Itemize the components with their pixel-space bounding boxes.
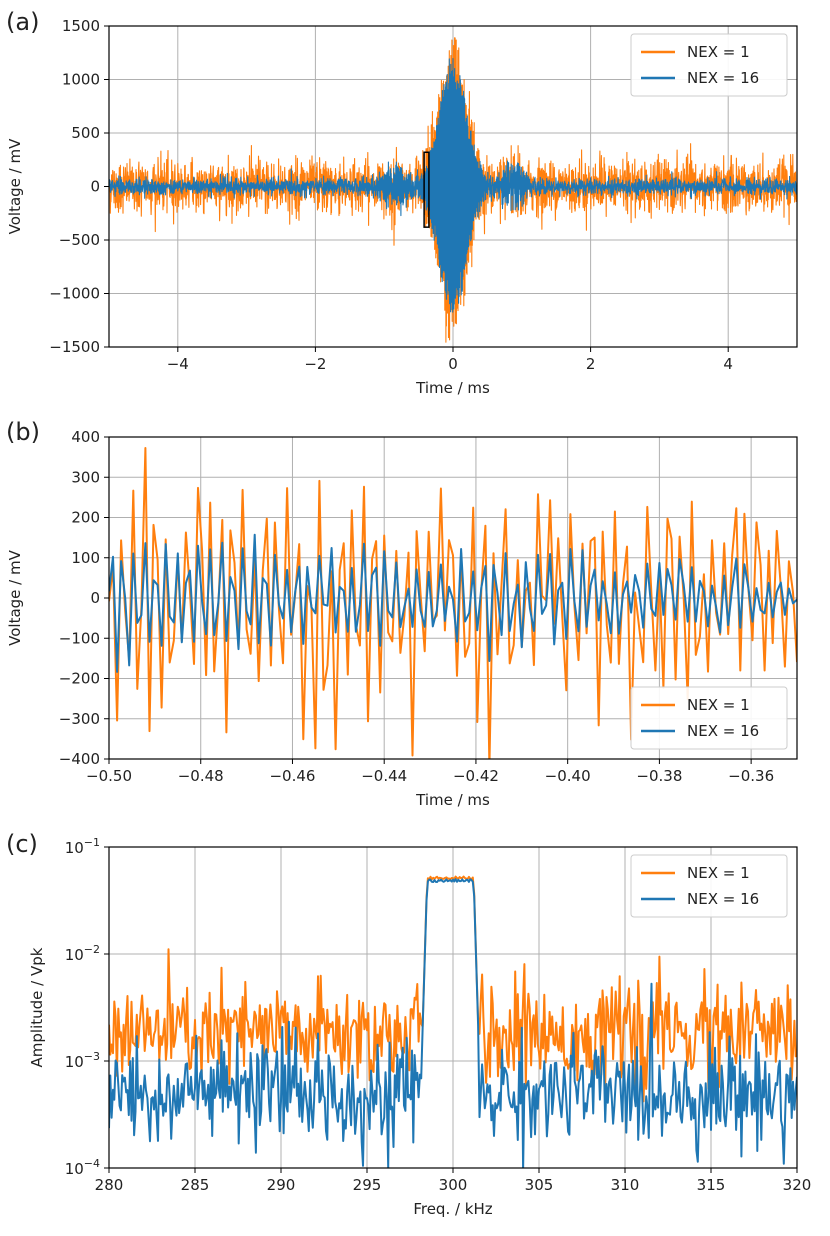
legend: NEX = 1 NEX = 16	[630, 854, 788, 918]
series-group	[109, 447, 797, 759]
y-tick-label: 0	[90, 589, 100, 607]
y-axis-label: Amplitude / Vpk	[28, 947, 46, 1067]
x-tick-label: −0.36	[728, 767, 774, 785]
x-axis-label: Time / ms	[415, 791, 490, 809]
legend-box	[630, 686, 788, 750]
x-tick-label: −0.38	[636, 767, 682, 785]
x-tick-label: −0.42	[453, 767, 499, 785]
legend-box	[630, 854, 788, 918]
y-axis-label: Voltage / mV	[6, 138, 24, 234]
y-tick-label: 500	[71, 124, 100, 142]
panel-b: (b) −0.50 −0.48 −0.46 −0.44 −0.42 −0.40 −0.38 −…	[6, 418, 798, 809]
y-tick-label: 10−4	[65, 1157, 100, 1178]
legend: NEX = 1 NEX = 16	[630, 686, 788, 750]
x-tick-label: 320	[783, 1176, 812, 1194]
y-tick-label: 10−3	[65, 1050, 100, 1071]
y-tick-label: 1500	[62, 17, 100, 35]
legend-label: NEX = 1	[687, 696, 750, 714]
legend-box	[630, 33, 788, 97]
x-tick-label: 300	[439, 1176, 468, 1194]
panel-c: (c) 280 285 290 295 300 305 310 315 320 10−4 10−3 1…	[6, 830, 811, 1218]
panel-label-b: (b)	[6, 418, 40, 446]
y-tick-label: 0	[90, 178, 100, 196]
x-tick-label: 305	[525, 1176, 554, 1194]
x-tick-label: −4	[167, 355, 189, 373]
legend-label: NEX = 1	[687, 43, 750, 61]
x-tick-label: 295	[353, 1176, 382, 1194]
x-axis-label: Time / ms	[415, 379, 490, 397]
x-tick-label: 315	[697, 1176, 726, 1194]
series-line-nex-16	[109, 58, 797, 313]
x-tick-label: 290	[267, 1176, 296, 1194]
x-axis-label: Freq. / kHz	[413, 1200, 492, 1218]
x-tick-label: 2	[586, 355, 596, 373]
series-line-nex-16	[109, 533, 797, 673]
x-tick-label: −0.46	[269, 767, 315, 785]
y-tick-label: 10−1	[65, 836, 100, 857]
legend-label: NEX = 16	[687, 890, 759, 908]
y-tick-label: −100	[59, 629, 100, 647]
y-tick-label: −1500	[49, 338, 100, 356]
y-tick-label: −400	[59, 750, 100, 768]
x-tick-label: 310	[611, 1176, 640, 1194]
panel-a: (a) −4 −2 0 2 4 −1500 −1000 −500 0 500 1000 1500 Tim…	[6, 8, 798, 397]
y-tick-label: 1000	[62, 71, 100, 89]
legend: NEX = 1 NEX = 16	[630, 33, 788, 97]
x-tick-label: −2	[304, 355, 326, 373]
series-group	[109, 875, 797, 1168]
x-tick-label: 0	[448, 355, 458, 373]
x-tick-label: 280	[95, 1176, 124, 1194]
y-tick-label: −500	[59, 231, 100, 249]
legend-label: NEX = 16	[687, 722, 759, 740]
x-tick-label: −0.40	[545, 767, 591, 785]
series-line-nex-16	[109, 878, 797, 1168]
x-tick-label: −0.50	[86, 767, 132, 785]
x-tick-label: −0.48	[178, 767, 224, 785]
y-tick-label: 300	[71, 468, 100, 486]
x-tick-label: 4	[723, 355, 733, 373]
x-tick-label: −0.44	[361, 767, 407, 785]
y-tick-label: 200	[71, 509, 100, 527]
series-group	[109, 37, 797, 343]
y-tick-label: −300	[59, 710, 100, 728]
legend-label: NEX = 16	[687, 69, 759, 87]
legend-label: NEX = 1	[687, 864, 750, 882]
zoom-region-box	[423, 151, 430, 228]
panel-label-a: (a)	[6, 8, 39, 36]
y-axis-label: Voltage / mV	[6, 549, 24, 645]
series-line-nex-1	[109, 875, 797, 1103]
panel-label-c: (c)	[6, 830, 38, 858]
y-tick-label: −200	[59, 670, 100, 688]
y-tick-label: −1000	[49, 285, 100, 303]
y-tick-label: 400	[71, 428, 100, 446]
x-tick-label: 285	[181, 1176, 210, 1194]
y-tick-label: 10−2	[65, 943, 100, 964]
y-tick-label: 100	[71, 549, 100, 567]
